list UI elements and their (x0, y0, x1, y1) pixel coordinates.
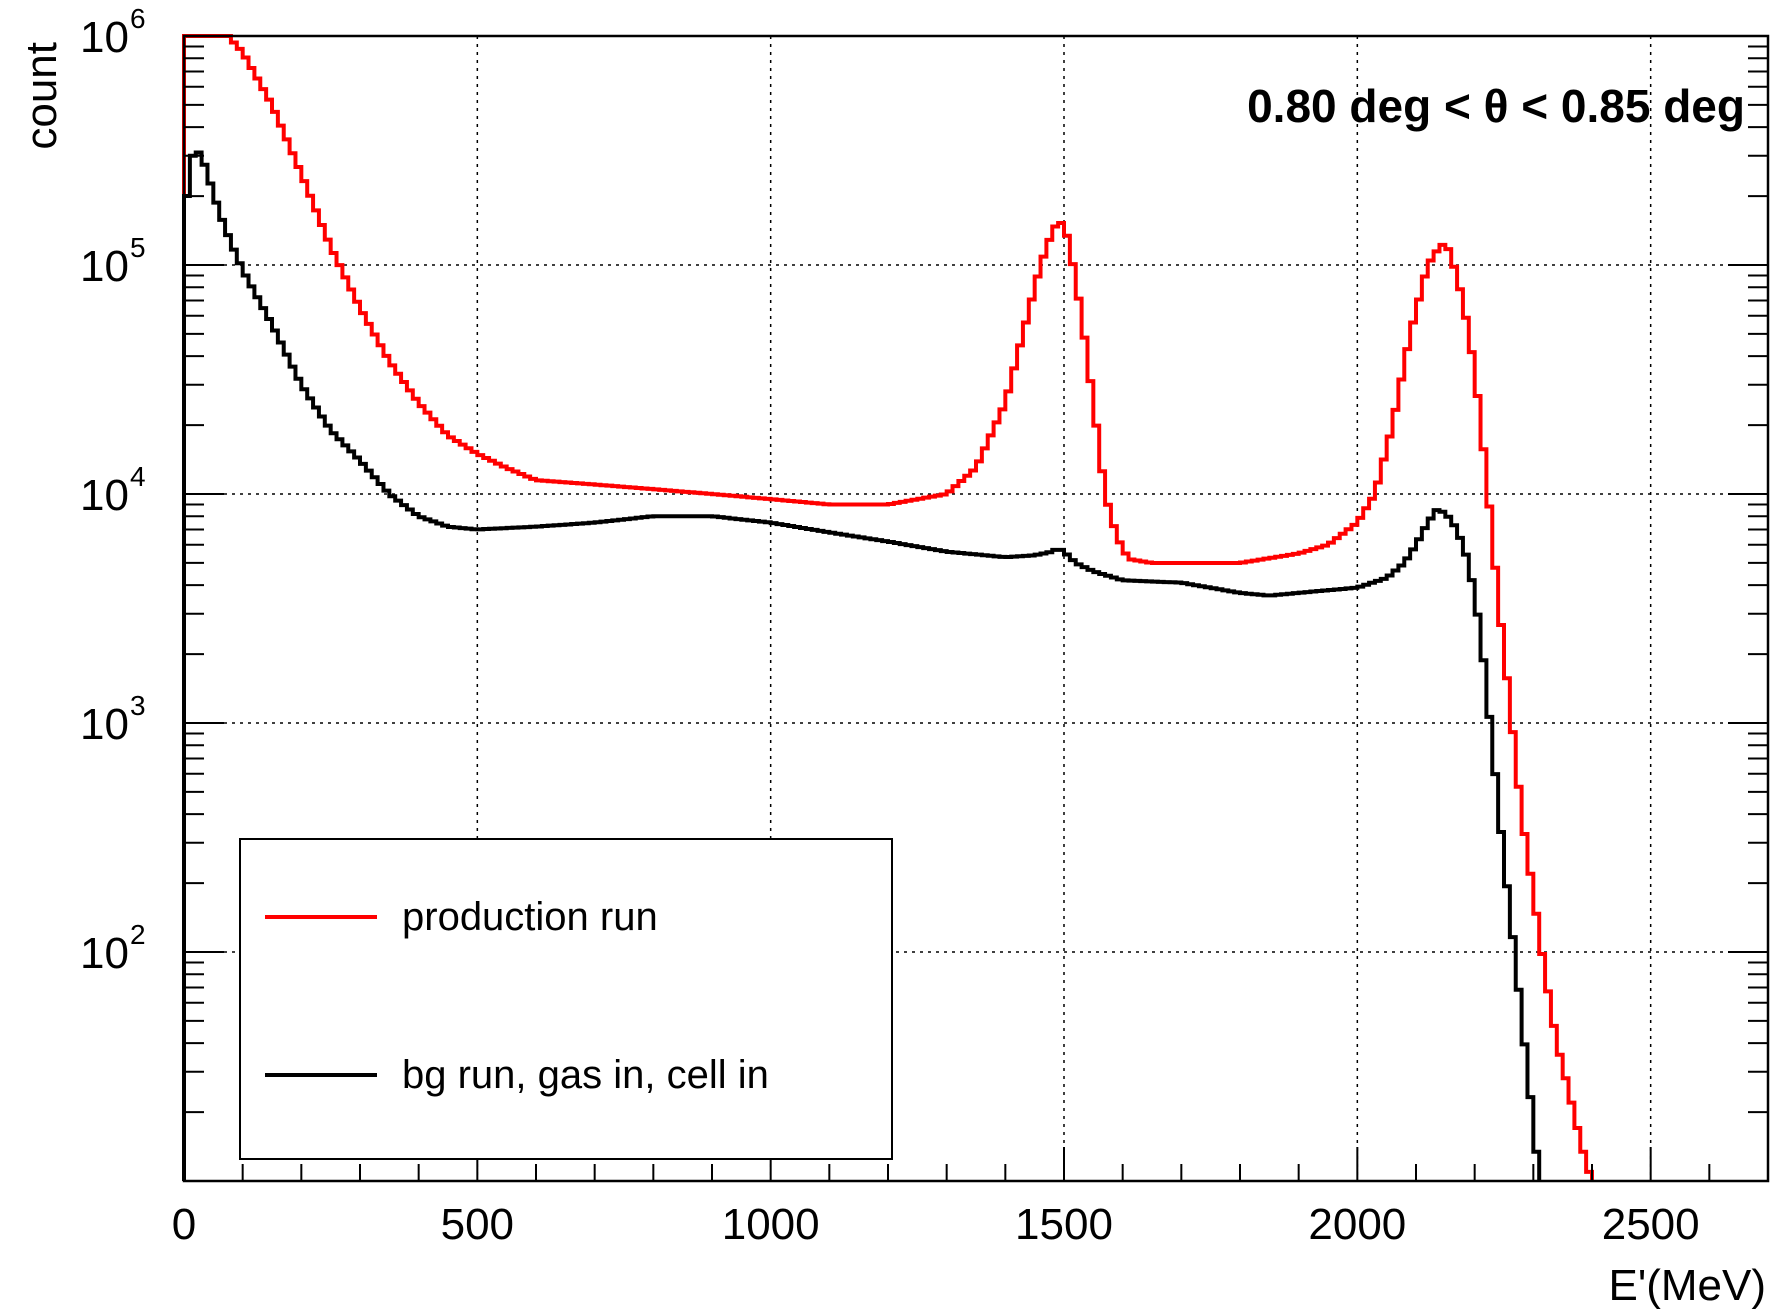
x-tick-label: 1500 (1015, 1200, 1113, 1249)
y-tick-label-exponent: 2 (130, 919, 146, 950)
x-tick-label: 2000 (1308, 1200, 1406, 1249)
legend-label-production: production run (402, 895, 658, 939)
x-tick-label: 500 (441, 1200, 514, 1249)
legend-box (239, 838, 893, 1160)
axis-ticks (183, 35, 1769, 1182)
x-tick-label: 0 (172, 1200, 196, 1249)
series-production-run (182, 34, 1594, 1181)
plot-frame (182, 34, 1770, 1183)
legend-label-bg: bg run, gas in, cell in (402, 1053, 769, 1097)
y-tick-label-exponent: 3 (130, 690, 146, 721)
legend: production run bg run, gas in, cell in (239, 838, 893, 1160)
y-tick-label: 10 (80, 471, 129, 520)
x-tick-label: 1000 (722, 1200, 820, 1249)
y-tick-label-exponent: 4 (130, 461, 146, 492)
theta-range-annotation: 0.80 deg < θ < 0.85 deg (1247, 80, 1745, 132)
y-tick-label: 10 (80, 242, 129, 291)
series-layer (182, 34, 1594, 1181)
y-axis-label: count (17, 42, 66, 150)
x-tick-label: 2500 (1602, 1200, 1700, 1249)
x-axis-label: E'(MeV) (1608, 1261, 1766, 1310)
y-tick-label: 10 (80, 13, 129, 62)
y-tick-label: 10 (80, 929, 129, 978)
y-tick-label-exponent: 5 (130, 232, 146, 263)
series-bg-run (182, 150, 1542, 1181)
y-tick-label: 10 (80, 700, 129, 749)
y-tick-label-exponent: 6 (130, 3, 146, 34)
